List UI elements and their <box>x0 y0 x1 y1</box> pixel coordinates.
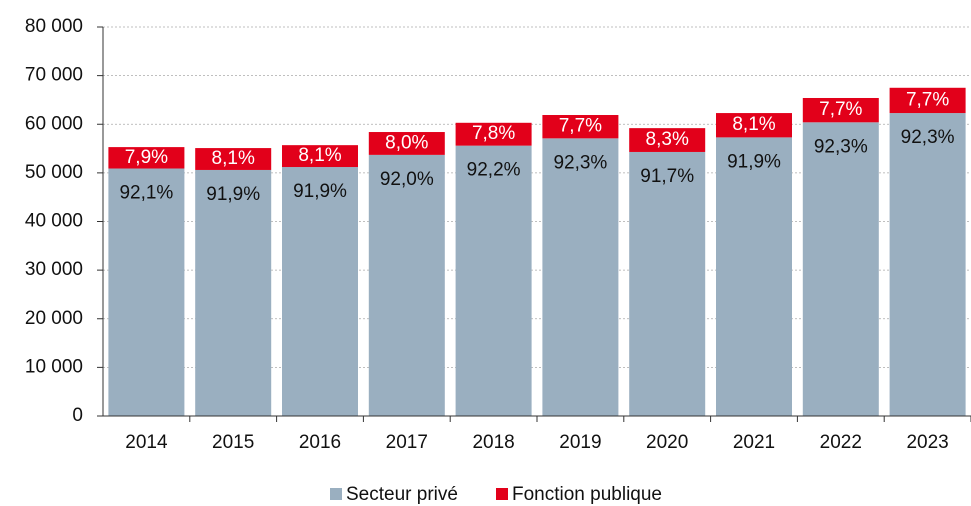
data-label: 91,9% <box>293 181 347 202</box>
data-label: 92,1% <box>119 183 173 204</box>
bar-segment <box>195 148 272 170</box>
legend-swatch <box>330 488 342 500</box>
y-tick-label: 50 000 <box>25 162 83 183</box>
data-label: 7,8% <box>472 123 515 144</box>
x-tick-label: 2022 <box>820 432 862 453</box>
bar-segment <box>889 87 966 114</box>
x-tick-label: 2014 <box>125 432 168 453</box>
data-label: 8,1% <box>732 114 775 135</box>
y-tick-label: 20 000 <box>25 308 83 329</box>
x-tick-label: 2018 <box>472 432 514 453</box>
data-label: 8,1% <box>298 145 341 166</box>
y-tick-label: 80 000 <box>25 16 83 37</box>
bar-segment <box>368 154 445 417</box>
bar-segment <box>542 115 619 139</box>
data-label: 91,9% <box>206 184 260 205</box>
x-tick-label: 2020 <box>646 432 688 453</box>
bar-segment <box>108 168 185 416</box>
data-label: 92,3% <box>553 152 607 173</box>
bar-segment <box>629 128 706 152</box>
bar-segment <box>282 145 358 168</box>
y-tick-label: 40 000 <box>25 211 83 232</box>
data-label: 8,3% <box>646 129 689 150</box>
x-tick-label: 2019 <box>559 432 601 453</box>
data-label: 92,2% <box>467 160 521 181</box>
data-label: 7,9% <box>125 147 168 168</box>
x-tick-label: 2021 <box>733 432 775 453</box>
bar-segment <box>108 147 185 169</box>
data-label: 92,0% <box>380 169 434 190</box>
data-label: 8,1% <box>212 148 255 169</box>
bar-segment <box>368 132 445 155</box>
x-tick-label: 2017 <box>386 432 428 453</box>
bar-segment <box>282 167 358 416</box>
bar-segment <box>889 113 966 416</box>
bar-segment <box>802 97 879 123</box>
bar-segment <box>629 151 706 416</box>
data-label: 7,7% <box>906 89 949 110</box>
y-tick-label: 70 000 <box>25 65 83 86</box>
data-label: 8,0% <box>385 132 428 153</box>
data-label: 7,7% <box>819 99 862 120</box>
x-tick-label: 2016 <box>299 432 341 453</box>
x-tick-label: 2015 <box>212 432 254 453</box>
y-tick-label: 60 000 <box>25 113 83 134</box>
bar-segment <box>455 122 532 146</box>
bar-segment <box>716 113 792 138</box>
data-label: 91,9% <box>727 151 781 172</box>
bar-segment <box>195 169 272 416</box>
y-tick-label: 30 000 <box>25 259 83 280</box>
data-label: 92,3% <box>901 127 955 148</box>
legend-label: Secteur privé <box>346 484 458 505</box>
y-tick-label: 0 <box>72 405 83 426</box>
data-label: 91,7% <box>640 166 694 187</box>
bar-segment <box>455 145 532 416</box>
x-tick-label: 2023 <box>906 432 948 453</box>
bar-segment <box>802 122 879 417</box>
bar-segment <box>542 138 619 416</box>
legend-swatch <box>496 488 508 500</box>
legend-label: Fonction publique <box>512 484 662 505</box>
data-label: 7,7% <box>559 116 602 137</box>
bar-segment <box>716 137 792 416</box>
y-tick-label: 10 000 <box>25 356 83 377</box>
data-label: 92,3% <box>814 136 868 157</box>
